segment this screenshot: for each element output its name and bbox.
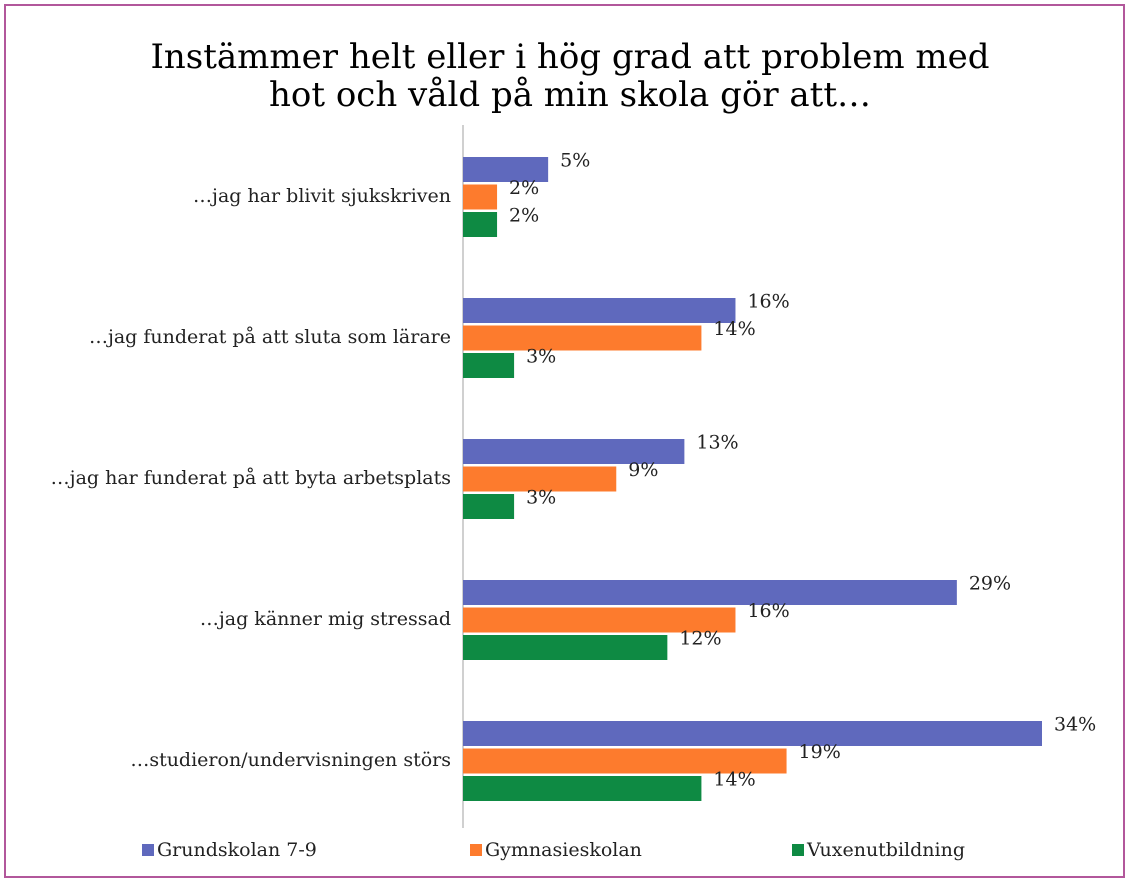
value-label: 5% [560, 150, 590, 172]
value-label: 9% [628, 459, 658, 481]
bar [463, 212, 498, 237]
value-label: 13% [696, 432, 738, 454]
value-label: 34% [1054, 714, 1096, 736]
bar [463, 466, 617, 492]
value-label: 29% [969, 573, 1011, 595]
legend-swatch [142, 844, 154, 856]
bar [463, 635, 668, 660]
legend-label: Vuxenutbildning [806, 839, 965, 861]
value-label: 3% [526, 487, 556, 509]
value-label: 3% [526, 346, 556, 368]
value-label: 16% [747, 600, 789, 622]
category-label: …studieron/undervisningen störs [130, 749, 451, 771]
bar [463, 721, 1042, 746]
bar [463, 325, 702, 351]
category-label: …jag har blivit sjukskriven [193, 185, 451, 207]
bar [463, 353, 515, 378]
legend-label: Grundskolan 7-9 [157, 839, 317, 861]
value-label: 2% [509, 205, 539, 227]
category-label: …jag har funderat på att byta arbetsplat… [51, 467, 451, 489]
bar [463, 184, 498, 210]
value-label: 12% [679, 628, 721, 650]
bar [463, 439, 685, 464]
chart-title: Instämmer helt eller i hög grad att prob… [150, 37, 990, 115]
value-label: 19% [799, 741, 841, 763]
value-label: 2% [509, 177, 539, 199]
bar [463, 607, 736, 633]
bar [463, 776, 702, 801]
bar [463, 748, 787, 774]
value-label: 14% [713, 318, 755, 340]
bar [463, 580, 957, 605]
category-label: …jag känner mig stressad [200, 608, 451, 630]
value-label: 14% [713, 769, 755, 791]
bar [463, 494, 515, 519]
value-label: 16% [747, 291, 789, 313]
legend-swatch [792, 844, 804, 856]
bar [463, 298, 736, 323]
legend-label: Gymnasieskolan [485, 839, 642, 861]
legend-swatch [470, 844, 482, 856]
category-label: …jag funderat på att sluta som lärare [89, 326, 451, 348]
frame [4, 4, 1125, 878]
bar [463, 157, 549, 182]
